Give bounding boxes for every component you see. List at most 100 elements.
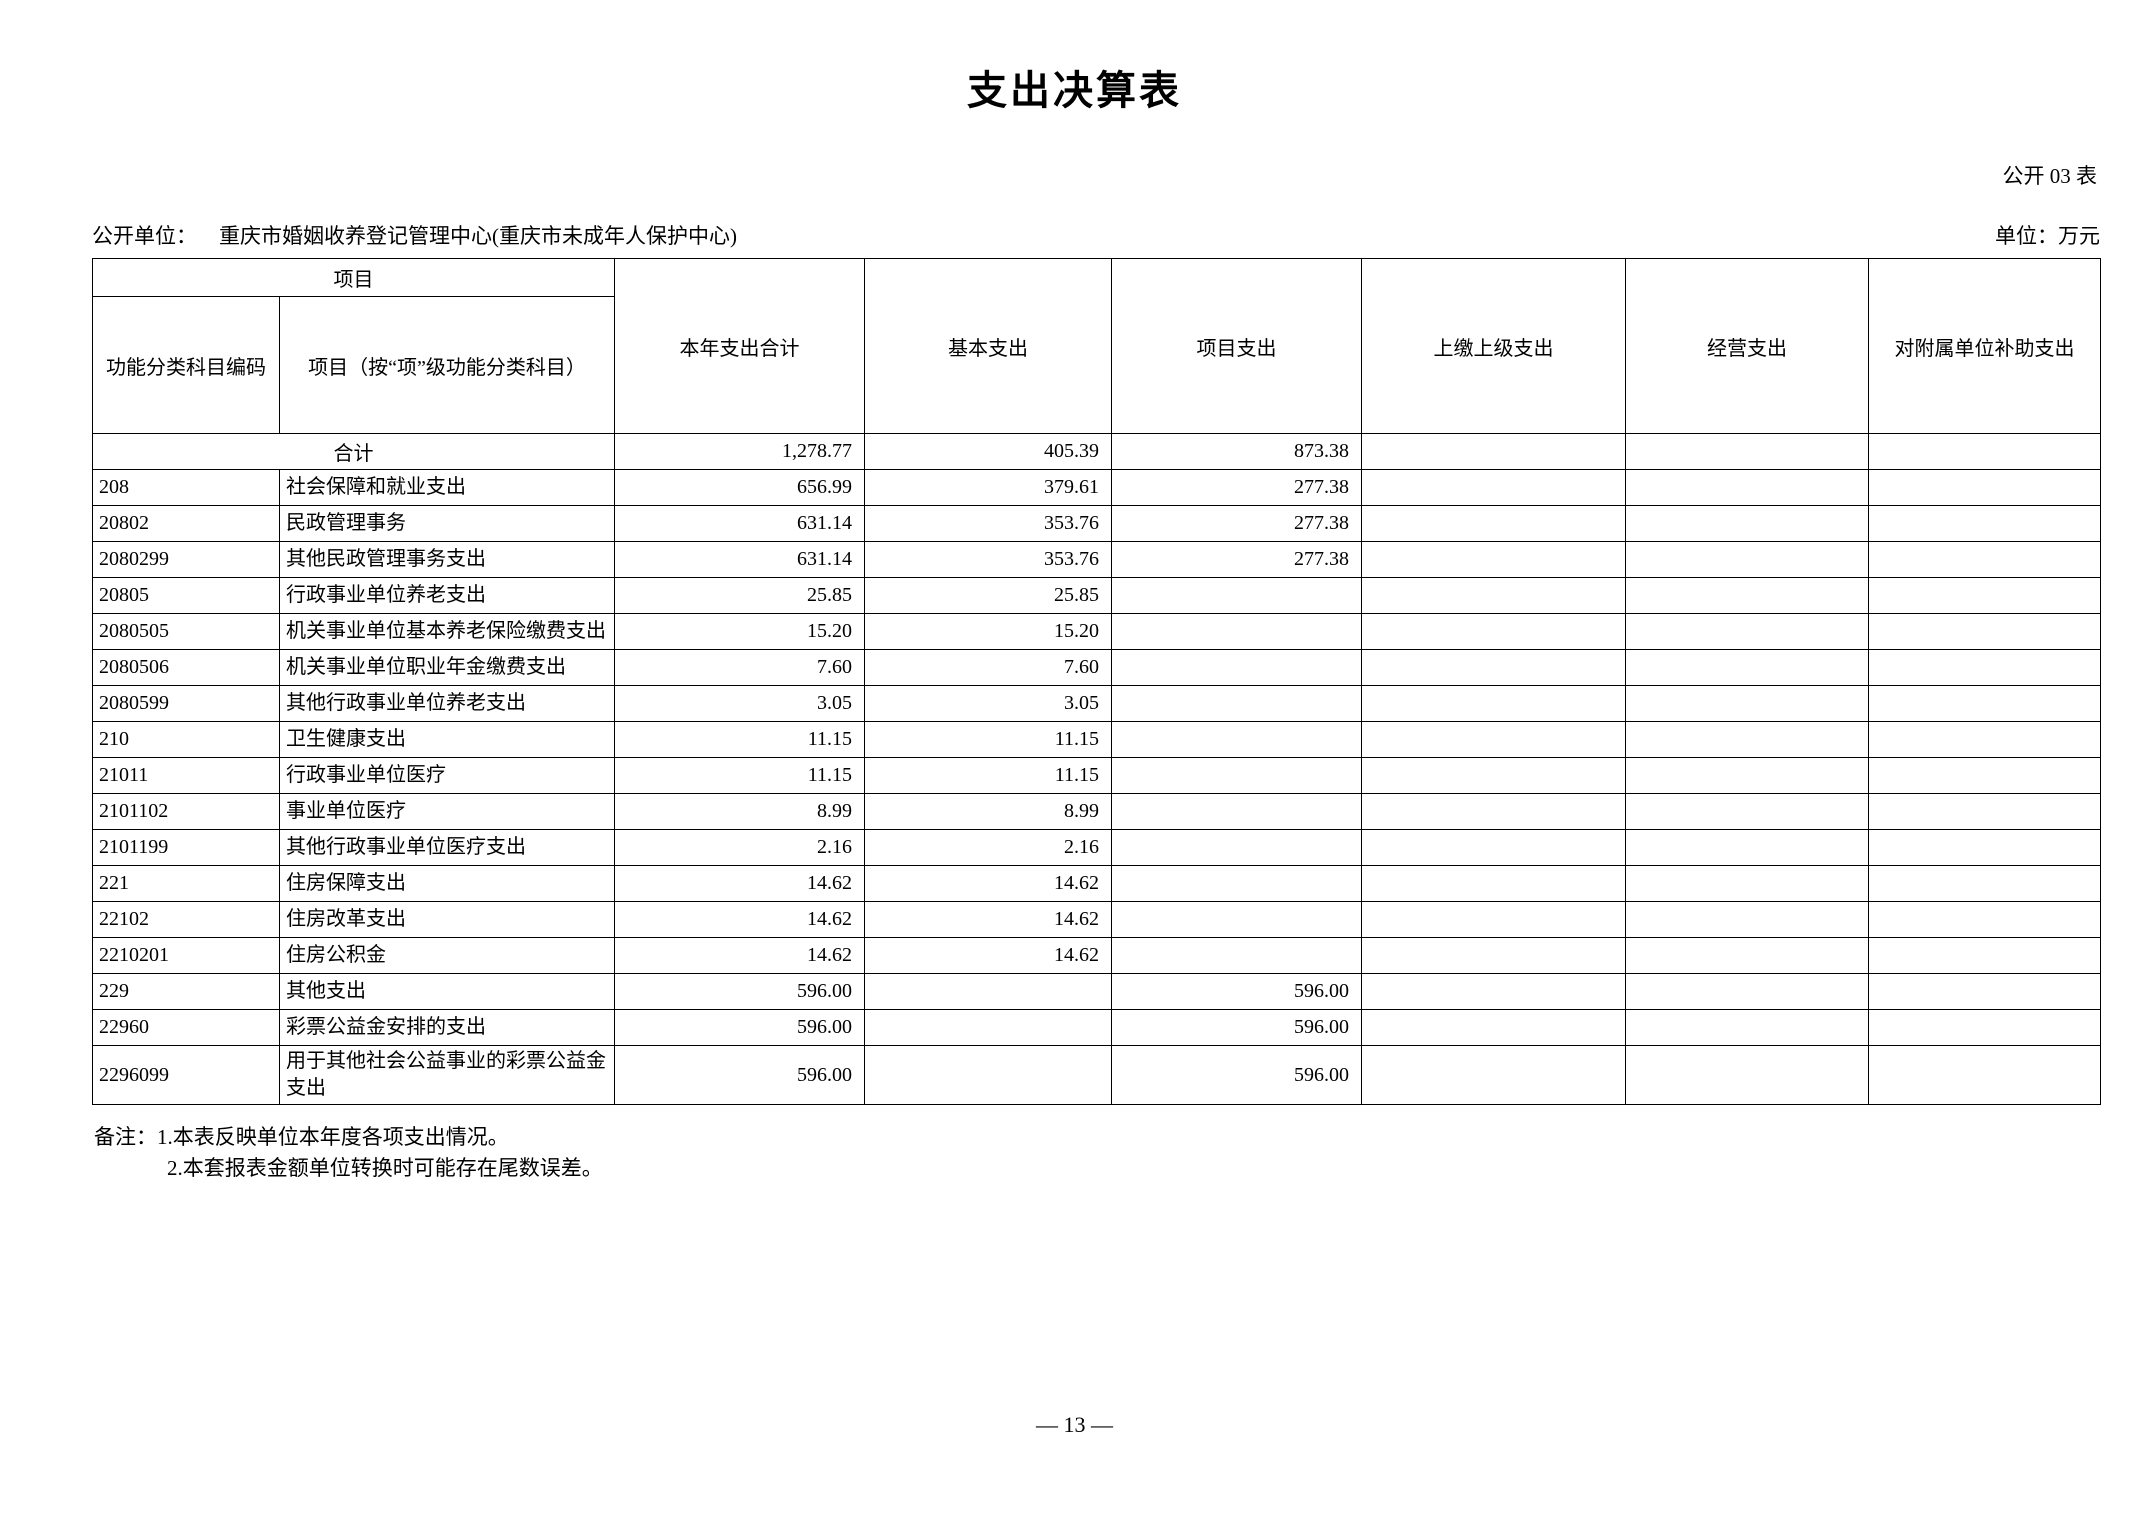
row-total-value: 631.14 [614, 505, 865, 542]
row-operating-value [1625, 865, 1869, 902]
row-upper-value [1361, 865, 1626, 902]
row-code: 210 [92, 721, 280, 758]
note-line-1: 备注：1.本表反映单位本年度各项支出情况。 [94, 1122, 603, 1153]
row-basic-value [864, 973, 1112, 1010]
table-row: 2080599 其他行政事业单位养老支出 3.05 3.05 [92, 685, 2101, 722]
row-subsidy-value [1868, 973, 2101, 1010]
row-item: 卫生健康支出 [279, 721, 615, 758]
row-item: 行政事业单位医疗 [279, 757, 615, 794]
row-code: 208 [92, 469, 280, 506]
notes-label: 备注： [94, 1125, 157, 1149]
row-project-value: 277.38 [1111, 505, 1362, 542]
row-basic-value: 2.16 [864, 829, 1112, 866]
row-total-value: 3.05 [614, 685, 865, 722]
row-subsidy-value [1868, 685, 2101, 722]
table-row: 229 其他支出 596.00 596.00 [92, 973, 2101, 1010]
row-project-value [1111, 757, 1362, 794]
row-code: 2210201 [92, 937, 280, 974]
row-basic-value: 14.62 [864, 901, 1112, 938]
row-upper-value [1361, 577, 1626, 614]
row-item: 民政管理事务 [279, 505, 615, 542]
row-code: 2080505 [92, 613, 280, 650]
row-upper-value [1361, 721, 1626, 758]
row-item: 住房保障支出 [279, 865, 615, 902]
row-subsidy-value [1868, 1045, 2101, 1105]
row-code: 20805 [92, 577, 280, 614]
row-subsidy-value [1868, 649, 2101, 686]
page-title: 支出决算表 [967, 68, 1182, 113]
row-operating-value [1625, 541, 1869, 578]
publisher-name: 重庆市婚姻收养登记管理中心(重庆市未成年人保护中心) [219, 224, 737, 248]
row-upper-value [1361, 793, 1626, 830]
row-operating-value [1625, 469, 1869, 506]
row-subsidy-value [1868, 433, 2101, 470]
row-total-value: 7.60 [614, 649, 865, 686]
table-row: 2296099 用于其他社会公益事业的彩票公益金支出 596.00 596.00 [92, 1045, 2101, 1105]
row-project-value [1111, 577, 1362, 614]
header-operating-col: 经营支出 [1625, 258, 1869, 434]
row-basic-value: 15.20 [864, 613, 1112, 650]
currency-unit-note: 单位：万元 [1995, 224, 2100, 248]
expenditure-table: 项目 本年支出合计 基本支出 项目支出 上缴上级支出 经营支出 对附属单位补助支… [92, 258, 2101, 1105]
row-total-value: 25.85 [614, 577, 865, 614]
row-project-value: 596.00 [1111, 1045, 1362, 1105]
row-total-value: 14.62 [614, 901, 865, 938]
row-subsidy-value [1868, 865, 2101, 902]
page-number: — 13 — [1036, 1412, 1113, 1437]
row-upper-value [1361, 469, 1626, 506]
row-basic-value: 379.61 [864, 469, 1112, 506]
row-upper-value [1361, 829, 1626, 866]
row-code: 21011 [92, 757, 280, 794]
row-project-value: 596.00 [1111, 973, 1362, 1010]
row-basic-value: 353.76 [864, 505, 1112, 542]
row-basic-value: 8.99 [864, 793, 1112, 830]
row-code: 2101199 [92, 829, 280, 866]
table-row: 2080506 机关事业单位职业年金缴费支出 7.60 7.60 [92, 649, 2101, 686]
row-project-value [1111, 685, 1362, 722]
row-item: 机关事业单位职业年金缴费支出 [279, 649, 615, 686]
row-upper-value [1361, 937, 1626, 974]
row-item: 其他行政事业单位养老支出 [279, 685, 615, 722]
row-total-value: 1,278.77 [614, 433, 865, 470]
row-item: 事业单位医疗 [279, 793, 615, 830]
info-line: 单位：万元 公开单位： 重庆市婚姻收养登记管理中心(重庆市未成年人保护中心) [92, 220, 2100, 250]
row-subsidy-value [1868, 937, 2101, 974]
row-subsidy-value [1868, 901, 2101, 938]
row-item: 住房改革支出 [279, 901, 615, 938]
row-basic-value: 14.62 [864, 937, 1112, 974]
row-code: 2080599 [92, 685, 280, 722]
row-upper-value [1361, 685, 1626, 722]
header-total-col: 本年支出合计 [614, 258, 865, 434]
row-item: 住房公积金 [279, 937, 615, 974]
row-operating-value [1625, 757, 1869, 794]
table-body: 合计 1,278.77 405.39 873.38 208 社会保障和就业支出 656.99… [92, 433, 2101, 1105]
row-project-value: 277.38 [1111, 469, 1362, 506]
row-project-value [1111, 649, 1362, 686]
row-project-value [1111, 613, 1362, 650]
row-total-value: 596.00 [614, 1045, 865, 1105]
table-row: 2210201 住房公积金 14.62 14.62 [92, 937, 2101, 974]
row-project-value: 873.38 [1111, 433, 1362, 470]
row-basic-value: 11.15 [864, 721, 1112, 758]
row-project-value: 277.38 [1111, 541, 1362, 578]
row-subsidy-value [1868, 505, 2101, 542]
table-row: 22102 住房改革支出 14.62 14.62 [92, 901, 2101, 938]
row-upper-value [1361, 973, 1626, 1010]
row-total-value: 596.00 [614, 1009, 865, 1046]
row-operating-value [1625, 577, 1869, 614]
row-upper-value [1361, 505, 1626, 542]
table-row: 2101199 其他行政事业单位医疗支出 2.16 2.16 [92, 829, 2101, 866]
row-code: 20802 [92, 505, 280, 542]
row-item: 行政事业单位养老支出 [279, 577, 615, 614]
row-basic-value: 353.76 [864, 541, 1112, 578]
row-upper-value [1361, 1009, 1626, 1046]
row-subsidy-value [1868, 793, 2101, 830]
row-subsidy-value [1868, 829, 2101, 866]
row-project-value [1111, 793, 1362, 830]
header-basic-col: 基本支出 [864, 258, 1112, 434]
row-project-value [1111, 829, 1362, 866]
row-upper-value [1361, 541, 1626, 578]
row-code: 221 [92, 865, 280, 902]
row-basic-value: 25.85 [864, 577, 1112, 614]
